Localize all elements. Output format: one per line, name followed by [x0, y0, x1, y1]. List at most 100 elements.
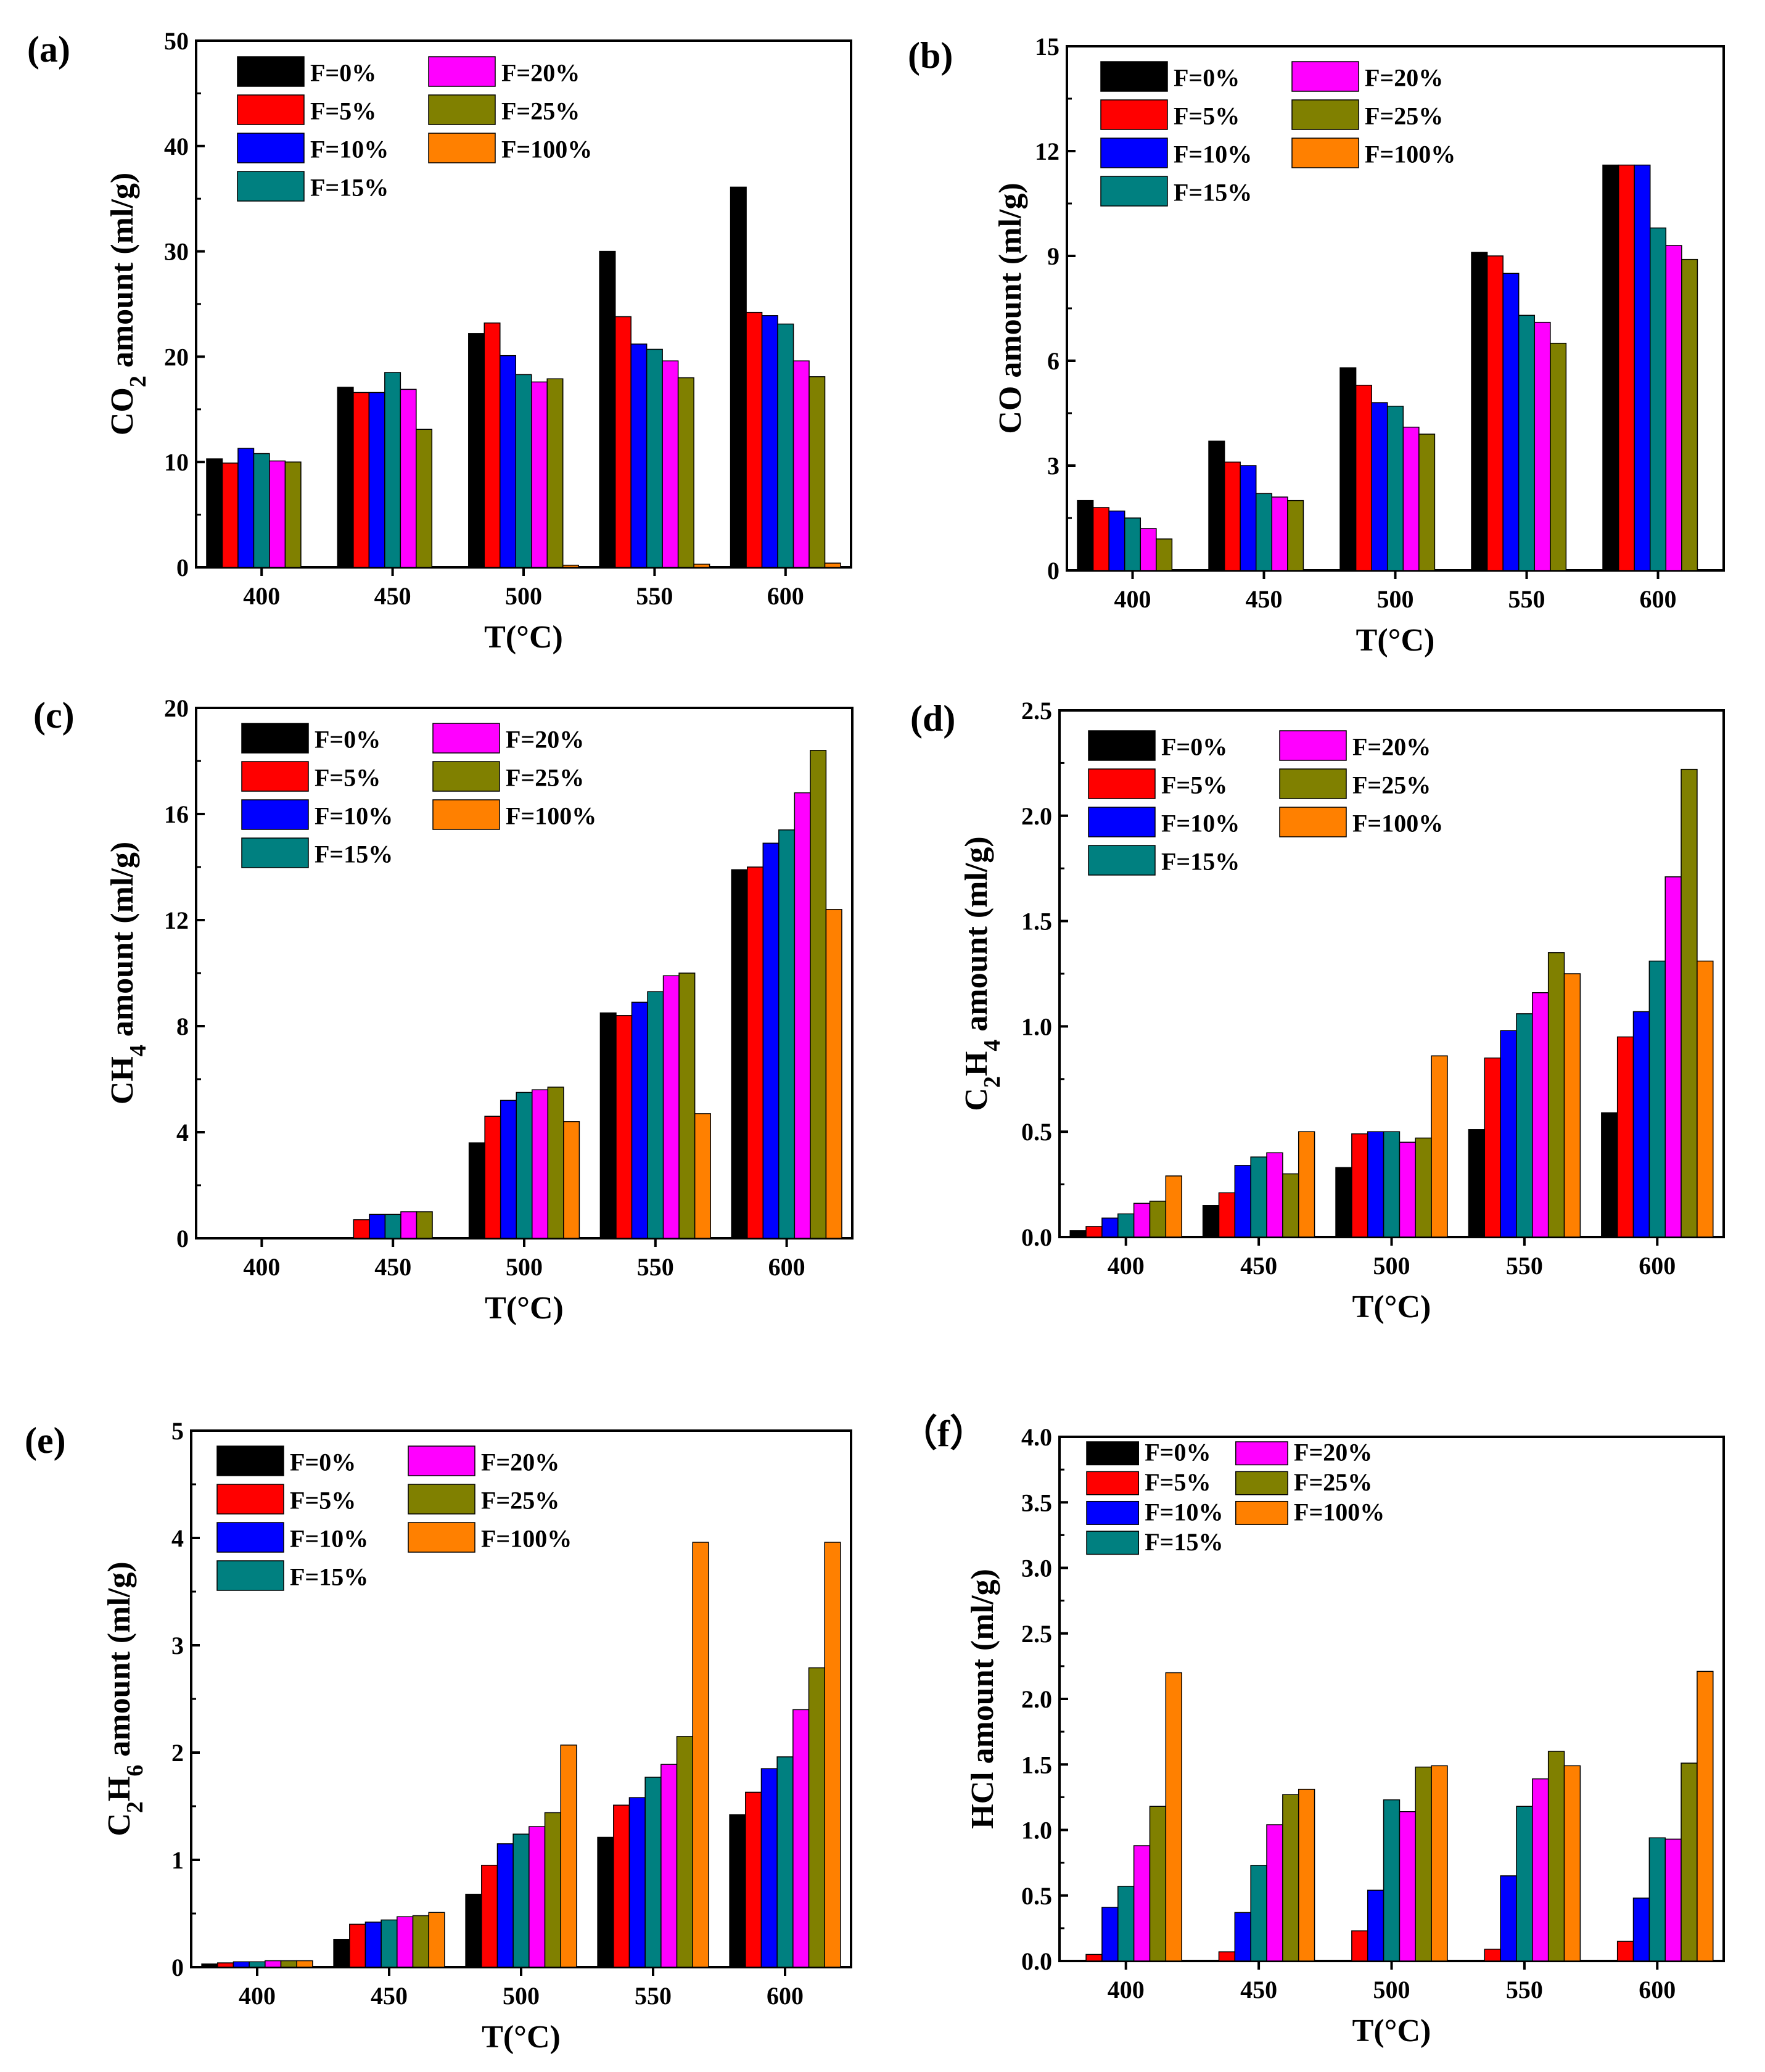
bar — [484, 1116, 501, 1239]
legend-swatch — [1086, 1471, 1139, 1495]
y-tick-label: 50 — [164, 27, 189, 55]
bar — [1108, 510, 1125, 571]
bar — [284, 461, 302, 568]
bar — [217, 1962, 234, 1968]
legend-swatch — [408, 1445, 475, 1476]
legend-label: F=10% — [315, 802, 393, 829]
bar — [1500, 1875, 1517, 1962]
legend-label: F=10% — [1174, 140, 1252, 168]
bar — [731, 869, 748, 1239]
bar — [1431, 1765, 1448, 1962]
y-axis-label: CO2 amount (ml/g) — [105, 173, 151, 435]
x-tick-label: 550 — [637, 1253, 674, 1281]
bar — [1117, 1213, 1135, 1238]
x-tick-label: 450 — [374, 582, 411, 610]
legend-label: F=5% — [310, 97, 376, 125]
y-tick-label: 6 — [1047, 347, 1059, 375]
y-tick-label: 40 — [164, 133, 189, 160]
bar — [729, 1814, 746, 1968]
bar — [1500, 1030, 1517, 1238]
legend-label: F=25% — [1352, 771, 1431, 799]
x-tick-label: 600 — [1640, 585, 1677, 613]
legend-swatch — [1086, 1531, 1139, 1555]
bar — [824, 562, 841, 568]
bar — [745, 1791, 762, 1968]
bar — [1298, 1788, 1315, 1962]
bar — [515, 374, 532, 568]
legend-label: F=10% — [290, 1524, 368, 1552]
bar — [1124, 517, 1142, 571]
y-tick-label: 5 — [171, 1417, 184, 1445]
bar — [628, 1797, 646, 1968]
x-tick-label: 600 — [1639, 1976, 1676, 2004]
x-axis-label: T(°C) — [485, 1291, 564, 1326]
bar — [747, 866, 764, 1239]
bar — [1367, 1131, 1384, 1238]
legend-label: F=25% — [1365, 102, 1443, 130]
bar — [1383, 1799, 1401, 1962]
bar — [280, 1960, 297, 1968]
bar — [1547, 1751, 1565, 1962]
bar — [1602, 164, 1619, 571]
panel-label: (e) — [25, 1420, 66, 1461]
bar — [693, 564, 710, 568]
bar — [1077, 500, 1094, 571]
bar — [1484, 1949, 1501, 1962]
bar — [677, 377, 694, 568]
bar — [599, 250, 616, 568]
y-tick-label: 1.5 — [1021, 908, 1052, 935]
y-tick-label: 0.5 — [1021, 1882, 1052, 1910]
bar — [1665, 245, 1682, 571]
legend-swatch — [241, 799, 309, 830]
bar — [614, 316, 632, 568]
bar — [232, 1961, 250, 1968]
bar — [694, 1113, 711, 1239]
bar — [237, 448, 255, 568]
legend-label: F=15% — [315, 840, 393, 868]
bar — [1117, 1886, 1135, 1962]
legend-swatch — [1291, 138, 1359, 168]
x-axis-label: T(°C) — [1352, 2013, 1431, 2049]
bar — [810, 750, 827, 1239]
y-tick-label: 1.0 — [1021, 1013, 1052, 1040]
legend-swatch — [432, 723, 500, 754]
y-tick-label: 2.0 — [1021, 1685, 1052, 1713]
bar — [296, 1960, 313, 1968]
bar — [1351, 1133, 1368, 1238]
bar — [353, 392, 370, 568]
panel-label: (a) — [27, 29, 70, 70]
y-tick-label: 12 — [164, 906, 189, 934]
x-axis-label: T(°C) — [1352, 1289, 1431, 1325]
bar — [1250, 1156, 1267, 1238]
bar — [547, 1087, 564, 1239]
x-tick-label: 500 — [503, 1982, 540, 2010]
panel-label: （f） — [900, 1413, 987, 1454]
legend-swatch — [216, 1560, 284, 1591]
bar — [1335, 1167, 1352, 1238]
legend-label: F=20% — [1294, 1439, 1372, 1466]
panel-a: (a) 0 10 20 30 40 50 400 450 500 550 600 T(°C) CO2 am… — [27, 27, 852, 655]
legend-swatch — [216, 1445, 284, 1476]
bar — [761, 315, 778, 568]
bar — [662, 975, 680, 1239]
bar — [1486, 255, 1504, 571]
legend-swatch — [1100, 61, 1168, 92]
bar — [1240, 465, 1257, 571]
y-tick-label: 0.0 — [1021, 1223, 1052, 1251]
bar — [562, 564, 579, 568]
bar — [221, 462, 239, 568]
bar — [412, 1915, 429, 1968]
panel-e: (e) 0 1 2 3 4 5 400 450 500 550 600 T(°C) C2H6 amount… — [25, 1417, 852, 2055]
legend-label: F=10% — [310, 135, 389, 163]
bar — [337, 387, 354, 568]
legend-label: F=15% — [1145, 1528, 1223, 1556]
y-axis-label: CO amount (ml/g) — [993, 183, 1028, 434]
y-tick-label: 4 — [171, 1524, 184, 1552]
y-tick-label: 3.5 — [1021, 1489, 1052, 1516]
panel-f: （f） 0.0 0.5 1.0 1.5 2.0 2.5 3.0 3.5 4.0 400 450 500 5… — [900, 1413, 1725, 2049]
y-tick-label: 0 — [176, 1225, 189, 1252]
bar — [1202, 1205, 1220, 1238]
legend-swatch — [1291, 61, 1359, 92]
bar — [644, 1777, 662, 1968]
bar — [1601, 1112, 1618, 1238]
